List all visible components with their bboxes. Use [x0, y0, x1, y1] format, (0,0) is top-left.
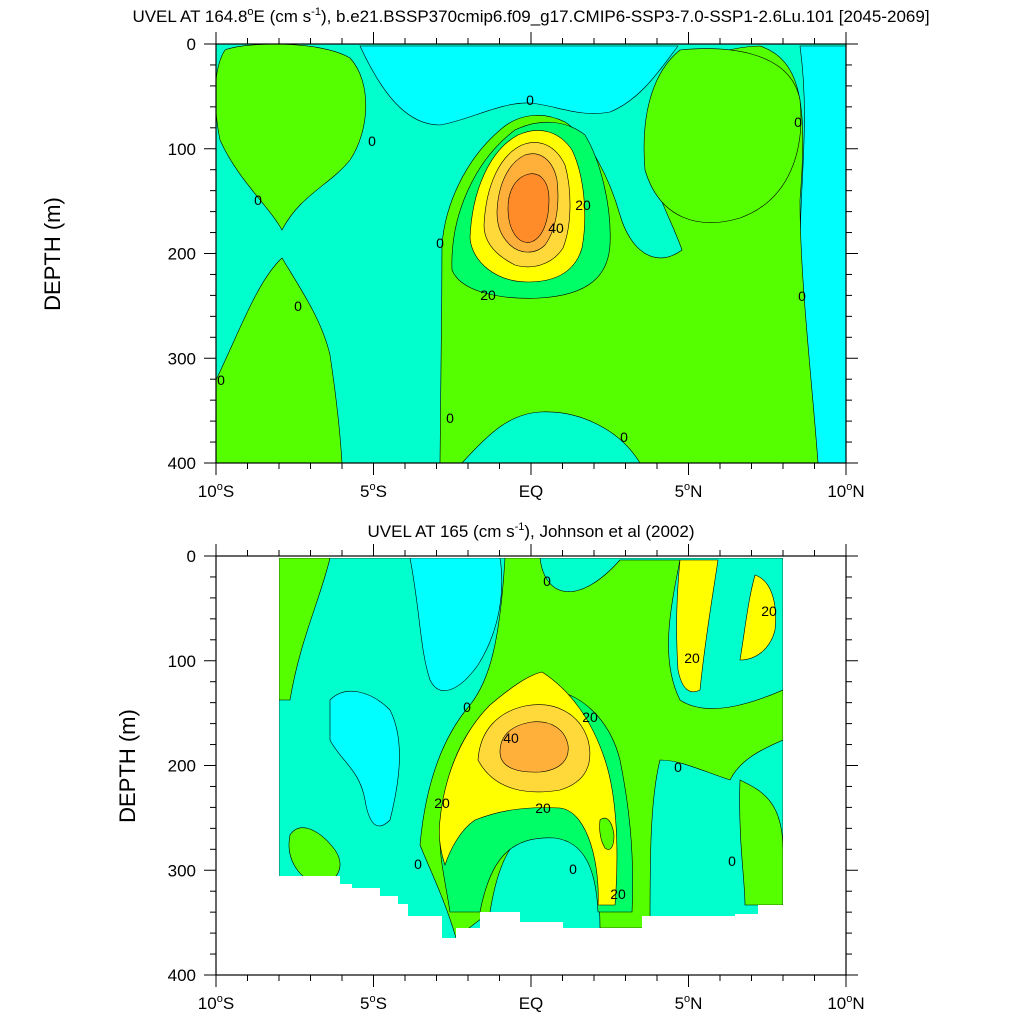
- model-contour-label: 20: [575, 197, 591, 213]
- model-contour-label: 0: [798, 288, 806, 304]
- obs-x-tick-label: 10oN: [827, 993, 864, 1013]
- obs-x-tick-label: 5oN: [675, 993, 703, 1013]
- model-chart-title: UVEL AT 164.8oE (cm s-1), b.e21.BSSP370c…: [132, 6, 929, 26]
- obs-region-east-lower-green: [739, 779, 783, 906]
- model-x-tick-label: 10oS: [198, 481, 234, 501]
- model-region-east-hump-green: [643, 48, 802, 223]
- obs-region-west-notch: [599, 817, 615, 850]
- obs-x-tick-label: 5oS: [360, 993, 387, 1013]
- model-x-tick-label: EQ: [519, 482, 544, 501]
- obs-region-west-lower-green: [288, 827, 341, 886]
- obs-y-axis-title: DEPTH (m): [115, 709, 140, 823]
- obs-region-cyan-upper: [409, 558, 503, 691]
- model-contour-label: 0: [294, 298, 302, 314]
- obs-contour-label: 40: [503, 730, 519, 746]
- model-contour-label: 0: [217, 372, 225, 388]
- obs-region-east-20-b: [739, 574, 776, 661]
- panel-model: UVEL AT 164.8oE (cm s-1), b.e21.BSSP370c…: [40, 6, 930, 501]
- obs-contour-label: 20: [761, 603, 777, 619]
- obs-x-tick-label: EQ: [519, 994, 544, 1013]
- panel-observations: UVEL AT 165 (cm s-1), Johnson et al (200…: [115, 521, 865, 1013]
- obs-chart-title: UVEL AT 165 (cm s-1), Johnson et al (200…: [368, 521, 695, 541]
- model-contour-label: 40: [548, 220, 564, 236]
- model-x-tick-label: 5oN: [675, 481, 703, 501]
- obs-y-tick-label: 400: [168, 966, 196, 985]
- model-contour-labels: 0 0 0 0 0 0 0 0 0 0 20 40 20: [217, 92, 806, 445]
- obs-region-central-40: [499, 721, 569, 773]
- obs-contour-field: [279, 558, 783, 938]
- model-contour-field: [216, 44, 846, 463]
- model-contour-label: 20: [480, 287, 496, 303]
- obs-contour-label: 20: [582, 709, 598, 725]
- model-region-50-core: [507, 173, 550, 243]
- model-y-tick-label: 100: [168, 140, 196, 159]
- model-contour-label: 0: [436, 235, 444, 251]
- obs-contour-label: 0: [414, 856, 422, 872]
- obs-contour-label: 20: [610, 886, 626, 902]
- obs-contour-label: 20: [684, 650, 700, 666]
- obs-contour-label: 20: [535, 800, 551, 816]
- model-region-west-lower-green: [216, 257, 343, 463]
- obs-region-west-green: [279, 558, 331, 701]
- model-y-tick-label: 200: [168, 245, 196, 264]
- model-x-tick-label: 5oS: [360, 481, 387, 501]
- obs-contour-label: 0: [569, 861, 577, 877]
- obs-contour-label: 0: [463, 699, 471, 715]
- model-contour-label: 0: [368, 133, 376, 149]
- obs-y-tick-label: 200: [168, 757, 196, 776]
- model-region-west-upper-green: [216, 44, 366, 231]
- obs-y-tick-label: 100: [168, 652, 196, 671]
- obs-contour-label: 0: [674, 759, 682, 775]
- obs-y-tick-label: 0: [187, 547, 196, 566]
- model-contour-label: 0: [794, 114, 802, 130]
- model-y-axis-title: DEPTH (m): [40, 197, 65, 311]
- obs-contour-label: 20: [434, 795, 450, 811]
- obs-contour-label-extra: 0: [728, 853, 736, 869]
- obs-y-tick-label: 300: [168, 861, 196, 880]
- model-y-tick-label: 0: [187, 35, 196, 54]
- model-y-tick-label: 400: [168, 454, 196, 473]
- model-y-tick-label: 300: [168, 349, 196, 368]
- obs-region-cyan-west: [329, 691, 400, 827]
- obs-x-tick-label: 10oS: [198, 993, 234, 1013]
- model-region-surface-cyan: [359, 45, 679, 126]
- obs-contour-label: 0: [543, 573, 551, 589]
- model-contour-label: 0: [620, 429, 628, 445]
- obs-region-east-20: [676, 559, 719, 693]
- model-x-tick-label: 10oN: [827, 481, 864, 501]
- model-contour-label: 0: [254, 192, 262, 208]
- model-contour-label: 0: [446, 410, 454, 426]
- model-contour-label: 0: [526, 92, 534, 108]
- obs-contour-labels: 0 0 0 0 0 20 40 20 20 20 20 20: [414, 573, 777, 902]
